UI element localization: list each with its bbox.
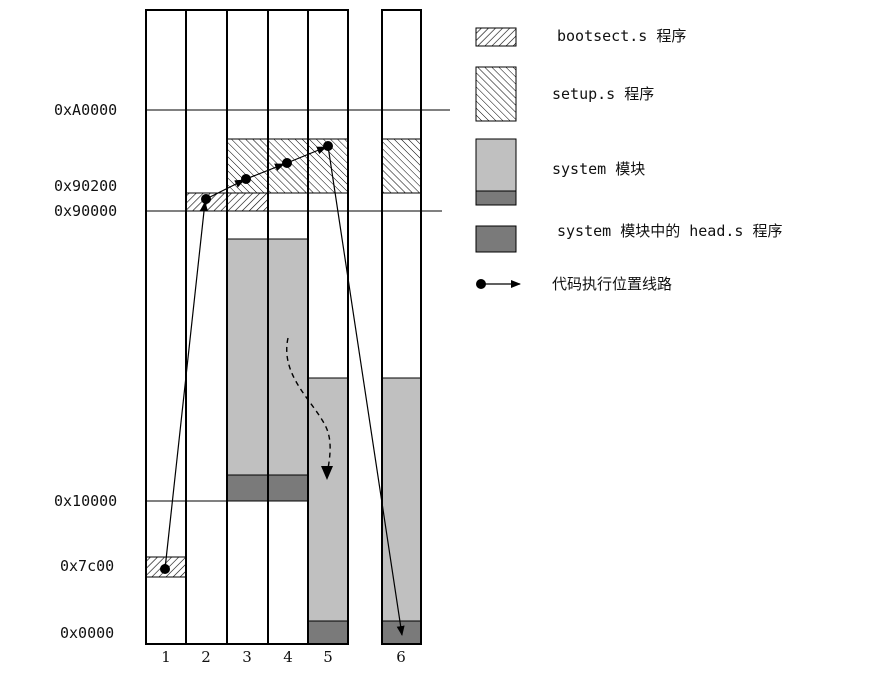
- path-col5-to-col6: [327, 145, 405, 636]
- column-number-5: 5: [323, 648, 333, 666]
- col5-head: [307, 620, 349, 645]
- legend-path-label: 代码执行位置线路: [552, 275, 672, 293]
- col6-setup: [381, 138, 422, 194]
- legend-system-label: system 模块: [552, 160, 645, 178]
- legend-bootsect-label: bootsect.s 程序: [557, 27, 686, 45]
- col3-system: [226, 238, 269, 476]
- legend-system-swatch: [475, 138, 517, 192]
- path-col2-to-col3: [205, 179, 245, 200]
- col6-system: [381, 377, 422, 622]
- address-label-0x7c00: 0x7c00: [60, 557, 114, 575]
- address-label-0x0000: 0x0000: [60, 624, 114, 642]
- column-number-1: 1: [161, 648, 171, 666]
- system-move-arrow: [286, 337, 331, 475]
- path-dot-col2: [201, 194, 211, 204]
- legend-bootsect-swatch: [475, 27, 517, 47]
- address-label-0x90000: 0x90000: [54, 202, 117, 220]
- column-2: [185, 9, 228, 645]
- path-col3-to-col4: [245, 163, 285, 180]
- col5-system: [307, 377, 349, 622]
- path-dot-col4: [282, 158, 292, 168]
- col4-system: [267, 238, 309, 476]
- address-label-0x90200: 0x90200: [54, 177, 117, 195]
- address-label-0xA0000: 0xA0000: [54, 101, 117, 119]
- path-dot-col1: [160, 564, 170, 574]
- address-label-0x10000: 0x10000: [54, 492, 117, 510]
- column-number-2: 2: [201, 648, 211, 666]
- system-move-arrowhead: [321, 466, 333, 480]
- column-number-4: 4: [283, 648, 293, 666]
- col3-bootsect: [226, 192, 269, 212]
- legend: bootsect.s 程序 setup.s 程序 system 模块 syste…: [475, 27, 782, 293]
- legend-head-swatch: [475, 225, 517, 253]
- column-number-3: 3: [242, 648, 252, 666]
- legend-system-head-strip: [475, 190, 517, 206]
- column-1: [145, 9, 187, 645]
- path-col1-to-col2: [164, 201, 209, 570]
- legend-head-label: system 模块中的 head.s 程序: [557, 222, 782, 240]
- path-dot-col5: [323, 141, 333, 151]
- column-5: [307, 9, 349, 645]
- col4-head: [267, 474, 309, 502]
- legend-setup-label: setup.s 程序: [552, 85, 654, 103]
- column-number-6: 6: [396, 648, 406, 666]
- path-col4-to-col5: [286, 146, 327, 164]
- col3-head: [226, 474, 269, 502]
- path-dot-col3: [241, 174, 251, 184]
- column-6: [381, 9, 422, 645]
- legend-setup-swatch: [475, 66, 517, 122]
